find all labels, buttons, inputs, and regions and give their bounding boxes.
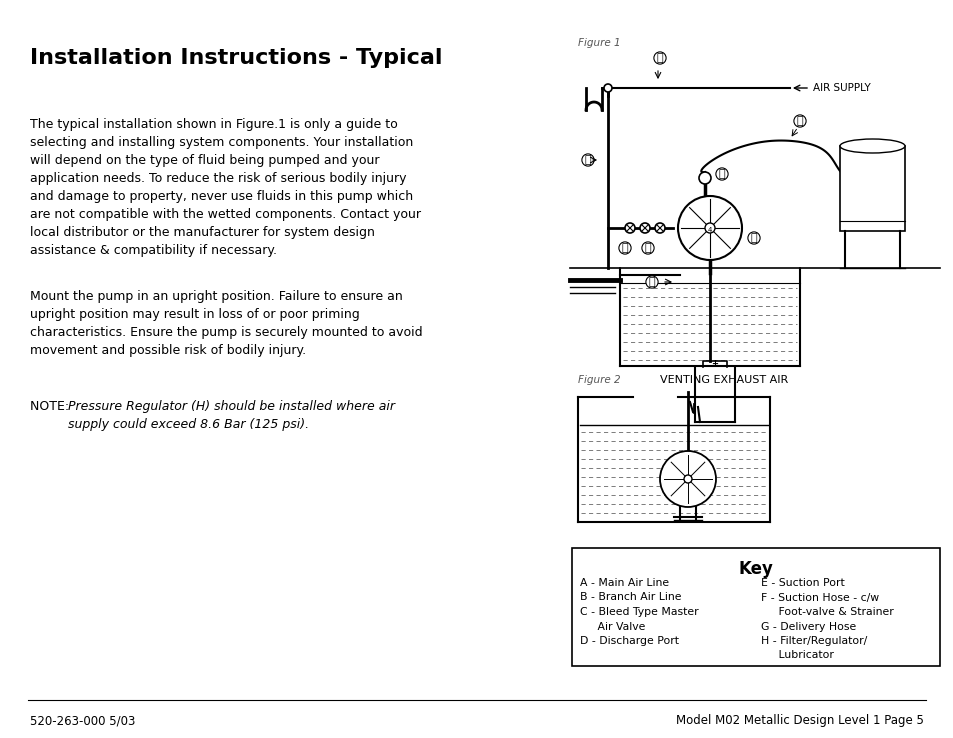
Circle shape bbox=[699, 172, 710, 184]
Ellipse shape bbox=[840, 139, 904, 153]
Text: +: + bbox=[711, 359, 718, 368]
Text: Ⓠ: Ⓠ bbox=[796, 116, 802, 126]
Text: Installation Instructions - Typical: Installation Instructions - Typical bbox=[30, 48, 442, 68]
Text: 520-263-000 5/03: 520-263-000 5/03 bbox=[30, 714, 135, 727]
Circle shape bbox=[659, 451, 716, 507]
Text: Ⓒ: Ⓒ bbox=[644, 243, 651, 253]
Text: C - Bleed Type Master: C - Bleed Type Master bbox=[579, 607, 698, 617]
Text: Ⓡ: Ⓡ bbox=[621, 243, 628, 253]
Circle shape bbox=[683, 475, 691, 483]
Text: H - Filter/Regulator/: H - Filter/Regulator/ bbox=[760, 636, 866, 646]
Text: Model M02 Metallic Design Level 1 Page 5: Model M02 Metallic Design Level 1 Page 5 bbox=[676, 714, 923, 727]
Text: G - Delivery Hose: G - Delivery Hose bbox=[760, 621, 856, 632]
Text: B - Branch Air Line: B - Branch Air Line bbox=[579, 593, 680, 602]
Text: The typical installation shown in Figure.1 is only a guide to
selecting and inst: The typical installation shown in Figure… bbox=[30, 118, 420, 257]
Text: Ⓐ: Ⓐ bbox=[656, 53, 662, 63]
Text: Key: Key bbox=[738, 560, 773, 578]
Text: D - Discharge Port: D - Discharge Port bbox=[579, 636, 679, 646]
Text: Ⓛ: Ⓛ bbox=[584, 155, 591, 165]
Circle shape bbox=[639, 223, 649, 233]
Text: A - Main Air Line: A - Main Air Line bbox=[579, 578, 668, 588]
Text: Ⓞ: Ⓞ bbox=[750, 233, 757, 243]
Text: Foot-valve & Strainer: Foot-valve & Strainer bbox=[760, 607, 893, 617]
Text: Figure 2: Figure 2 bbox=[578, 375, 620, 385]
Text: AIR SUPPLY: AIR SUPPLY bbox=[812, 83, 870, 93]
Text: Pressure Regulator (H) should be installed where air
supply could exceed 8.6 Bar: Pressure Regulator (H) should be install… bbox=[68, 400, 395, 431]
Text: Air Valve: Air Valve bbox=[579, 621, 644, 632]
Text: 4: 4 bbox=[707, 227, 712, 233]
Text: Figure 1: Figure 1 bbox=[578, 38, 620, 48]
Text: VENTING EXHAUST AIR: VENTING EXHAUST AIR bbox=[659, 375, 787, 385]
Bar bbox=[840, 146, 904, 231]
Circle shape bbox=[655, 223, 664, 233]
Circle shape bbox=[603, 84, 612, 92]
Circle shape bbox=[624, 223, 635, 233]
Text: Ⓝ: Ⓝ bbox=[718, 169, 724, 179]
Text: Mount the pump in an upright position. Failure to ensure an
upright position may: Mount the pump in an upright position. F… bbox=[30, 290, 422, 357]
Text: Ⓟ: Ⓟ bbox=[648, 277, 655, 287]
Circle shape bbox=[704, 223, 714, 233]
Bar bbox=[572, 548, 939, 666]
Text: E - Suction Port: E - Suction Port bbox=[760, 578, 843, 588]
Circle shape bbox=[678, 196, 741, 260]
Text: Lubricator: Lubricator bbox=[760, 650, 833, 661]
Text: NOTE:: NOTE: bbox=[30, 400, 73, 413]
Text: F - Suction Hose - c/w: F - Suction Hose - c/w bbox=[760, 593, 879, 602]
